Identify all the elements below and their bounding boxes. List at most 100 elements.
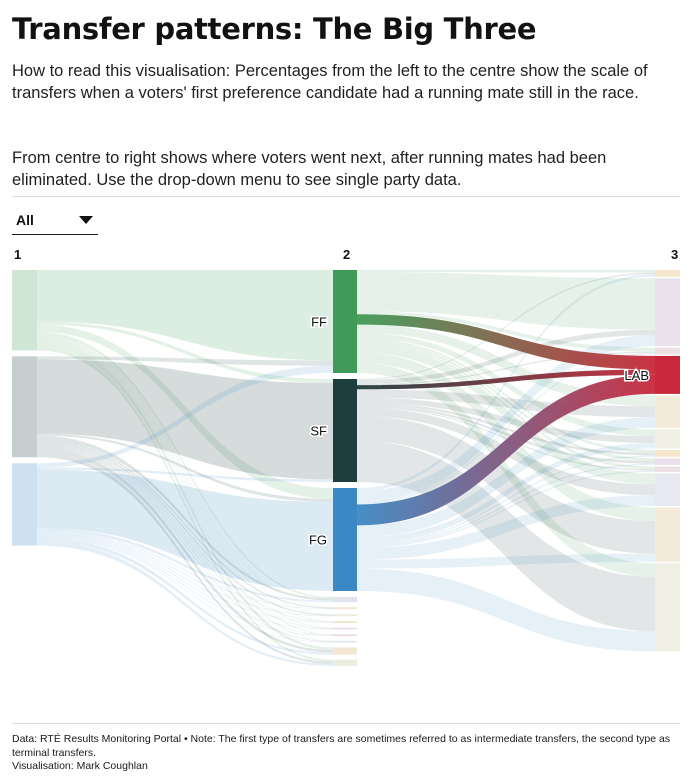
flow-FF-to-O2: [37, 334, 333, 608]
flow-FF-to-T10: [357, 352, 655, 522]
flow-FF-to-O8: [37, 341, 333, 651]
sankey-nodes: [12, 270, 680, 666]
footer-source: Data: RTÉ Results Monitoring Portal • No…: [12, 733, 671, 759]
flow-SF-to-T10: [357, 416, 655, 554]
flow-FG-to-T8: [357, 470, 655, 548]
flow-SF-to-O7: [37, 446, 333, 642]
stage-label-2: 2: [343, 247, 350, 262]
node-stage1-FG: [12, 463, 37, 546]
node-stage3-T7: [655, 458, 680, 466]
flow-FF-to-T5: [357, 332, 655, 437]
node-stage3-T1: [655, 270, 680, 277]
node-stage1-SF: [12, 356, 37, 458]
flow-SF-to-O5: [37, 444, 333, 629]
flow-FG-to-O9: [37, 541, 333, 666]
flow-FF-to-T2: [357, 272, 655, 330]
flow-FG-to-FF: [37, 365, 333, 468]
flow-SF-to-FF: [37, 356, 333, 366]
flow-FF-to-SF: [37, 321, 333, 384]
bottom-divider: [12, 723, 680, 724]
flow-FF-to-O6: [37, 339, 333, 635]
flow-FG-to-T2: [357, 335, 655, 503]
flow-SF-to-O2: [37, 439, 333, 609]
flow-SF-to-O6: [37, 445, 333, 636]
node-label-LAB: LAB: [624, 368, 649, 383]
node-stage3-T11: [655, 563, 680, 652]
flow-FF-to-T7: [357, 340, 655, 461]
node-stage3-T5: [655, 429, 680, 449]
node-stage2-O7: [333, 640, 357, 643]
flow-SF-to-T1: [357, 272, 655, 381]
flow-SF-to-O8: [37, 448, 333, 653]
node-stage2-FF: [333, 270, 357, 373]
flow-SF-to-SF: [37, 359, 333, 480]
flow-FG-to-T4: [357, 417, 655, 538]
node-stage2-O8: [333, 647, 357, 655]
flow-FG-to-SF: [37, 467, 333, 482]
node-stage2-O4: [333, 621, 357, 623]
flow-FG-to-T11: [357, 568, 655, 652]
flow-FF-to-O3: [37, 335, 333, 615]
flow-SF-to-LAB: [357, 369, 655, 390]
node-stage3-T4: [655, 395, 680, 428]
flow-SF-to-T4: [357, 389, 655, 418]
flow-FG-to-O8: [37, 537, 333, 655]
flow-FG-to-O3: [37, 532, 333, 617]
flow-FG-to-T9: [357, 495, 655, 560]
footer: Data: RTÉ Results Monitoring Portal • No…: [12, 733, 684, 774]
node-label-FF: FF: [311, 315, 327, 330]
node-stage2-SF: [333, 379, 357, 482]
flow-FF-to-T3: [357, 311, 655, 352]
flow-FG-to-T5: [357, 443, 655, 544]
flow-FF-to-FF: [37, 270, 333, 361]
node-stage2-O2: [333, 607, 357, 610]
flow-FF-to-O5: [37, 337, 333, 629]
flow-SF-to-T8: [357, 406, 655, 471]
flow-FF-to-T8: [357, 342, 655, 470]
flow-FF-to-FG: [37, 324, 333, 499]
flow-FG-to-LAB: [357, 374, 655, 526]
stage-label-3: 3: [671, 247, 678, 262]
links-stage2-to-stage3: [357, 270, 655, 652]
flow-FG-to-FG: [37, 469, 333, 591]
flow-SF-to-O1: [37, 435, 333, 601]
flow-FF-to-T1: [357, 270, 655, 273]
node-stage2-FG: [333, 488, 357, 591]
flow-FG-to-T1: [357, 274, 655, 491]
flow-FF-to-O4: [37, 336, 333, 622]
flow-FF-to-T9: [357, 344, 655, 485]
flow-SF-to-T2: [357, 329, 655, 385]
party-select-value: All: [16, 212, 34, 228]
node-stage3-LAB: [655, 355, 680, 394]
flow-SF-to-O4: [37, 443, 333, 623]
node-stage3-T2: [655, 278, 680, 347]
flow-FG-to-T6: [357, 455, 655, 545]
node-stage3-T9: [655, 473, 680, 507]
intro-paragraph-1: How to read this visualisation: Percenta…: [12, 62, 648, 102]
flow-FG-to-T3: [357, 353, 655, 505]
node-stage2-O1: [333, 597, 357, 603]
top-divider: [12, 196, 680, 197]
node-stage3-T8: [655, 466, 680, 472]
node-stage3-T6: [655, 449, 680, 457]
party-select-dropdown[interactable]: All: [12, 206, 98, 235]
node-stage3-T3: [655, 347, 680, 355]
flow-FG-to-T7: [357, 463, 655, 547]
node-stage1-FF: [12, 270, 37, 351]
page-title: Transfer patterns: The Big Three: [12, 12, 537, 46]
sankey-labels: 1 2 3 FF SF FG LAB: [14, 247, 678, 549]
chevron-down-icon: [79, 216, 93, 224]
flow-FG-to-O7: [37, 536, 333, 643]
links-stage1-to-stage2: [37, 270, 333, 666]
footer-credit: Visualisation: Mark Coughlan: [12, 760, 148, 772]
flow-FF-to-LAB: [357, 314, 655, 370]
flow-SF-to-FG: [37, 433, 333, 503]
flow-FG-to-O1: [37, 528, 333, 603]
intro-paragraph-2: From centre to right shows where voters …: [12, 149, 607, 189]
flow-FF-to-O7: [37, 340, 333, 642]
flow-FG-to-O5: [37, 534, 333, 630]
flow-SF-to-T11: [357, 440, 655, 632]
node-label-FG: FG: [309, 533, 327, 548]
flow-SF-to-T3: [357, 351, 655, 386]
flow-FF-to-T6: [357, 337, 655, 453]
